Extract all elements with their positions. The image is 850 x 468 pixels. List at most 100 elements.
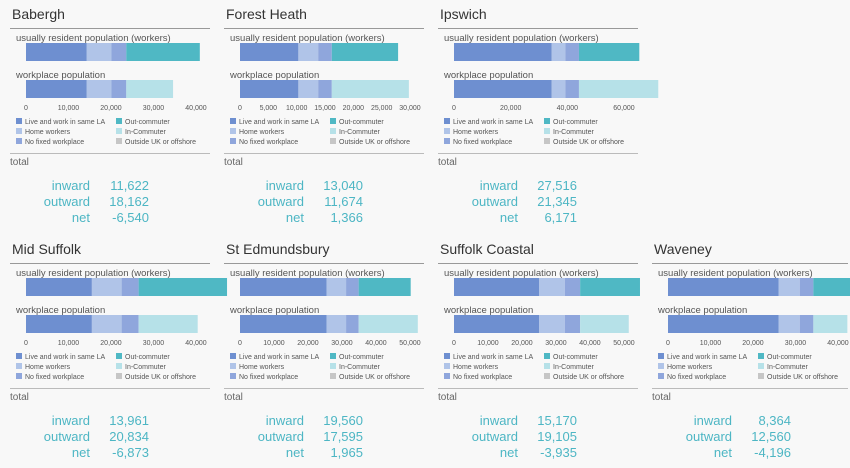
stat-row-net: net -6,540 — [10, 210, 210, 226]
x-tick-label: 0 — [666, 340, 670, 347]
legend-swatch-live-and-work-in-same-la — [658, 353, 664, 359]
bar-workplace-live-and-work-in-same-la — [26, 315, 92, 333]
x-tick-label: 40,000 — [185, 105, 207, 112]
bar-resident-out-commuter — [813, 278, 850, 296]
stat-row-net: net -6,873 — [10, 445, 210, 461]
legend-label-outside-uk-or-offshore: Outside UK or offshore — [553, 139, 624, 146]
net-value: -3,935 — [540, 445, 577, 460]
row-label-workplace: workplace population — [229, 70, 319, 81]
row-label-workplace: workplace population — [15, 305, 105, 316]
x-tick-label: 0 — [452, 105, 456, 112]
bar-resident-live-and-work-in-same-la — [454, 278, 539, 296]
legend-swatch-out-commuter — [116, 353, 122, 359]
x-tick-label: 25,000 — [371, 105, 393, 112]
bar-workplace-no-fixed-workplace — [121, 315, 139, 333]
outward-label: outward — [257, 429, 304, 444]
bar-workplace-no-fixed-workplace — [346, 315, 359, 333]
stats-block: inward 13,961 outward 20,834 net -6,873 — [10, 413, 210, 461]
legend-label-live-and-work-in-same-la: Live and work in same LA — [453, 119, 533, 126]
panel-title: Suffolk Coastal — [440, 241, 534, 257]
legend-swatch-home-workers — [444, 363, 450, 369]
bar-resident-live-and-work-in-same-la — [26, 278, 92, 296]
outward-label: outward — [685, 429, 732, 444]
bar-workplace-no-fixed-workplace — [799, 315, 814, 333]
legend-swatch-outside-uk-or-offshore — [330, 138, 336, 144]
bar-resident-no-fixed-workplace — [318, 43, 332, 61]
x-tick-label: 20,000 — [500, 105, 522, 112]
x-tick-label: 10,000 — [263, 340, 285, 347]
legend-label-in-commuter: In-Commuter — [125, 129, 167, 136]
bar-chart: usually resident population (workers) wor… — [229, 268, 421, 381]
outward-value: 20,834 — [109, 429, 149, 444]
inward-label: inward — [693, 413, 732, 428]
net-label: net — [499, 445, 518, 460]
stat-row-outward: outward 11,674 — [224, 194, 424, 210]
bar-workplace-in-commuter — [138, 315, 198, 333]
outward-value: 11,674 — [324, 194, 363, 209]
bar-resident-home-workers — [539, 278, 565, 296]
x-tick-label: 20,000 — [297, 340, 319, 347]
stat-row-outward: outward 21,345 — [438, 194, 638, 210]
stats-block: inward 19,560 outward 17,595 net 1,965 — [224, 413, 424, 461]
outward-label: outward — [471, 194, 518, 209]
bar-workplace-in-commuter — [358, 315, 418, 333]
legend-swatch-live-and-work-in-same-la — [444, 118, 450, 124]
bar-workplace-live-and-work-in-same-la — [454, 80, 552, 98]
x-tick-label: 50,000 — [613, 340, 635, 347]
legend-label-no-fixed-workplace: No fixed workplace — [239, 139, 298, 146]
panel-title: Waveney — [654, 241, 712, 257]
stats-block: inward 11,622 outward 18,162 net -6,540 — [10, 178, 210, 226]
x-tick-label: 30,000 — [331, 340, 353, 347]
x-tick-label: 40,000 — [185, 340, 207, 347]
total-rule — [10, 388, 210, 389]
inward-label: inward — [51, 413, 90, 428]
bar-workplace-live-and-work-in-same-la — [454, 315, 539, 333]
legend-label-in-commuter: In-Commuter — [125, 364, 167, 371]
panel-title: Forest Heath — [226, 6, 307, 22]
outward-value: 17,595 — [323, 429, 363, 444]
legend-label-outside-uk-or-offshore: Outside UK or offshore — [125, 374, 196, 381]
x-tick-label: 0 — [24, 105, 28, 112]
stat-row-inward: inward 19,560 — [224, 413, 424, 429]
legend-label-outside-uk-or-offshore: Outside UK or offshore — [125, 139, 196, 146]
legend-swatch-outside-uk-or-offshore — [330, 373, 336, 379]
legend-label-home-workers: Home workers — [25, 364, 71, 371]
legend-label-no-fixed-workplace: No fixed workplace — [239, 374, 298, 381]
title-rule — [10, 28, 210, 29]
net-value: 6,171 — [544, 210, 577, 225]
bar-resident-no-fixed-workplace — [111, 43, 127, 61]
net-label: net — [71, 210, 90, 225]
row-label-workplace: workplace population — [229, 305, 319, 316]
bar-workplace-home-workers — [86, 80, 112, 98]
stats-block: inward 27,516 outward 21,345 net 6,171 — [438, 178, 638, 226]
bar-workplace-no-fixed-workplace — [111, 80, 127, 98]
row-label-resident: usually resident population (workers) — [230, 33, 385, 44]
bar-resident-home-workers — [298, 43, 319, 61]
legend-label-live-and-work-in-same-la: Live and work in same LA — [239, 354, 319, 361]
title-rule — [224, 28, 424, 29]
total-label: total — [10, 392, 29, 403]
total-label: total — [652, 392, 671, 403]
total-rule — [652, 388, 848, 389]
bar-chart: usually resident population (workers) wor… — [15, 268, 228, 381]
legend-swatch-no-fixed-workplace — [444, 373, 450, 379]
total-rule — [224, 388, 424, 389]
bar-resident-home-workers — [86, 43, 112, 61]
legend-swatch-home-workers — [16, 128, 22, 134]
legend-label-home-workers: Home workers — [25, 129, 71, 136]
x-tick-label: 0 — [452, 340, 456, 347]
row-label-resident: usually resident population (workers) — [444, 268, 599, 279]
bar-resident-live-and-work-in-same-la — [240, 43, 299, 61]
net-value: 1,965 — [330, 445, 363, 460]
bar-resident-out-commuter — [358, 278, 411, 296]
x-tick-label: 10,000 — [58, 340, 80, 347]
stat-row-net: net -4,196 — [652, 445, 850, 461]
stat-row-inward: inward 13,040 — [224, 178, 424, 194]
legend-swatch-home-workers — [230, 128, 236, 134]
legend-swatch-outside-uk-or-offshore — [544, 138, 550, 144]
panel-title: Mid Suffolk — [12, 241, 81, 257]
legend-swatch-home-workers — [444, 128, 450, 134]
x-tick-label: 20,000 — [742, 340, 764, 347]
row-label-resident: usually resident population (workers) — [230, 268, 385, 279]
